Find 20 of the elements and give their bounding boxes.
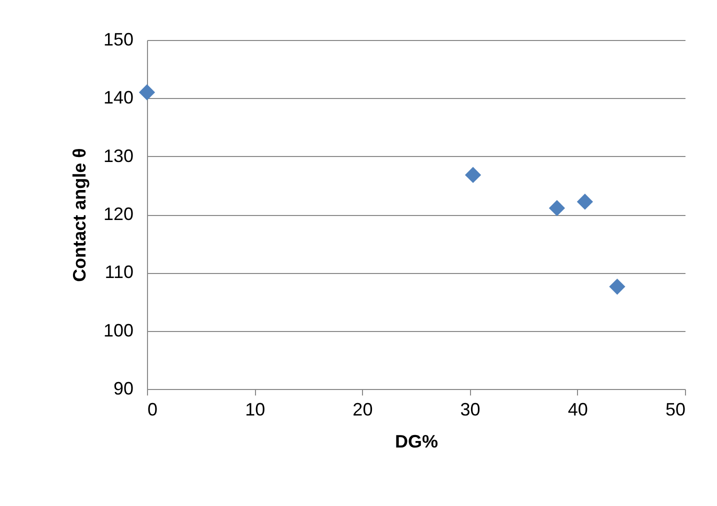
y-tick-label: 120 <box>103 204 134 224</box>
y-tick-label: 110 <box>104 262 134 282</box>
point <box>548 200 566 216</box>
x-tick-label: 20 <box>352 400 373 420</box>
y-tick-label: 90 <box>113 378 134 398</box>
y-tick-label: 130 <box>103 146 134 166</box>
x-tick-label: 30 <box>460 400 480 420</box>
x-tick-label: 50 <box>665 400 686 420</box>
x-tick-label: 0 <box>148 400 158 420</box>
x-axis-title: DG% <box>394 432 438 452</box>
point <box>576 194 593 210</box>
point <box>464 166 482 184</box>
point <box>609 278 626 295</box>
y-axis-title: Contact angle θ <box>69 148 90 282</box>
x-tick-label: 40 <box>568 400 588 420</box>
y-tick-label: 100 <box>103 320 134 340</box>
y-tick-label: 150 <box>103 30 134 50</box>
y-tick-label: 140 <box>103 88 134 108</box>
x-tick-label: 10 <box>245 400 266 420</box>
point <box>138 84 156 100</box>
